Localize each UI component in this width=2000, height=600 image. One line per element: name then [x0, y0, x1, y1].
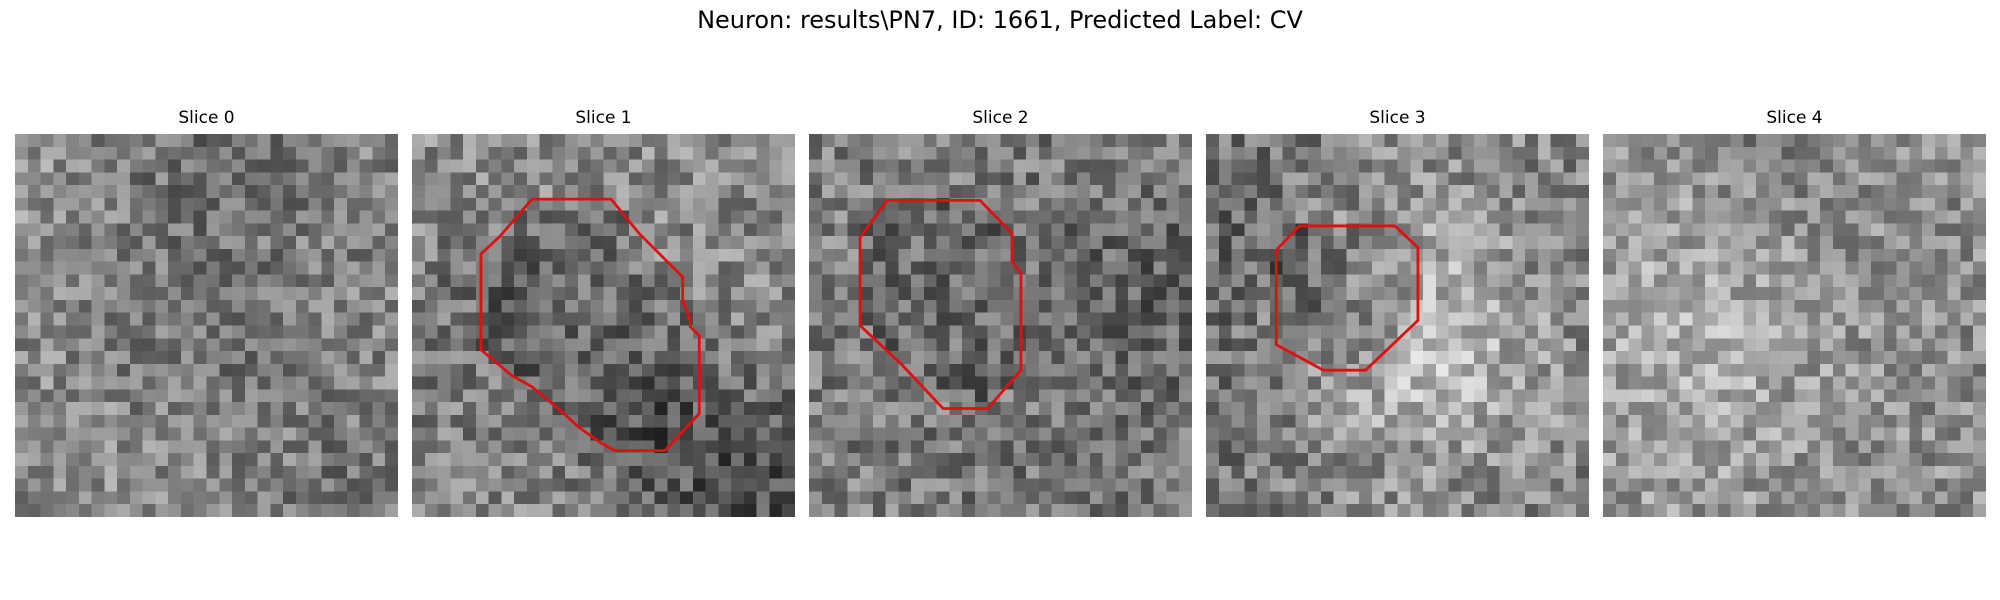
neuron-contour [858, 198, 1023, 410]
slice-title: Slice 2 [972, 108, 1029, 128]
slice-title: Slice 1 [575, 108, 632, 128]
microscopy-slice-image [15, 134, 398, 517]
neuron-contour [1274, 224, 1420, 372]
contour-overlay [1274, 224, 1420, 372]
slice-title: Slice 0 [178, 108, 235, 128]
slice-title: Slice 3 [1369, 108, 1426, 128]
contour-overlay [479, 197, 701, 453]
neuron-contour [479, 197, 701, 453]
contour-overlay [858, 198, 1023, 410]
microscopy-slice-image [1206, 134, 1589, 517]
microscopy-slice-image [1603, 134, 1986, 517]
microscopy-slice-image [809, 134, 1192, 517]
figure-title: Neuron: results\PN7, ID: 1661, Predicted… [697, 6, 1303, 34]
slice-title: Slice 4 [1766, 108, 1823, 128]
